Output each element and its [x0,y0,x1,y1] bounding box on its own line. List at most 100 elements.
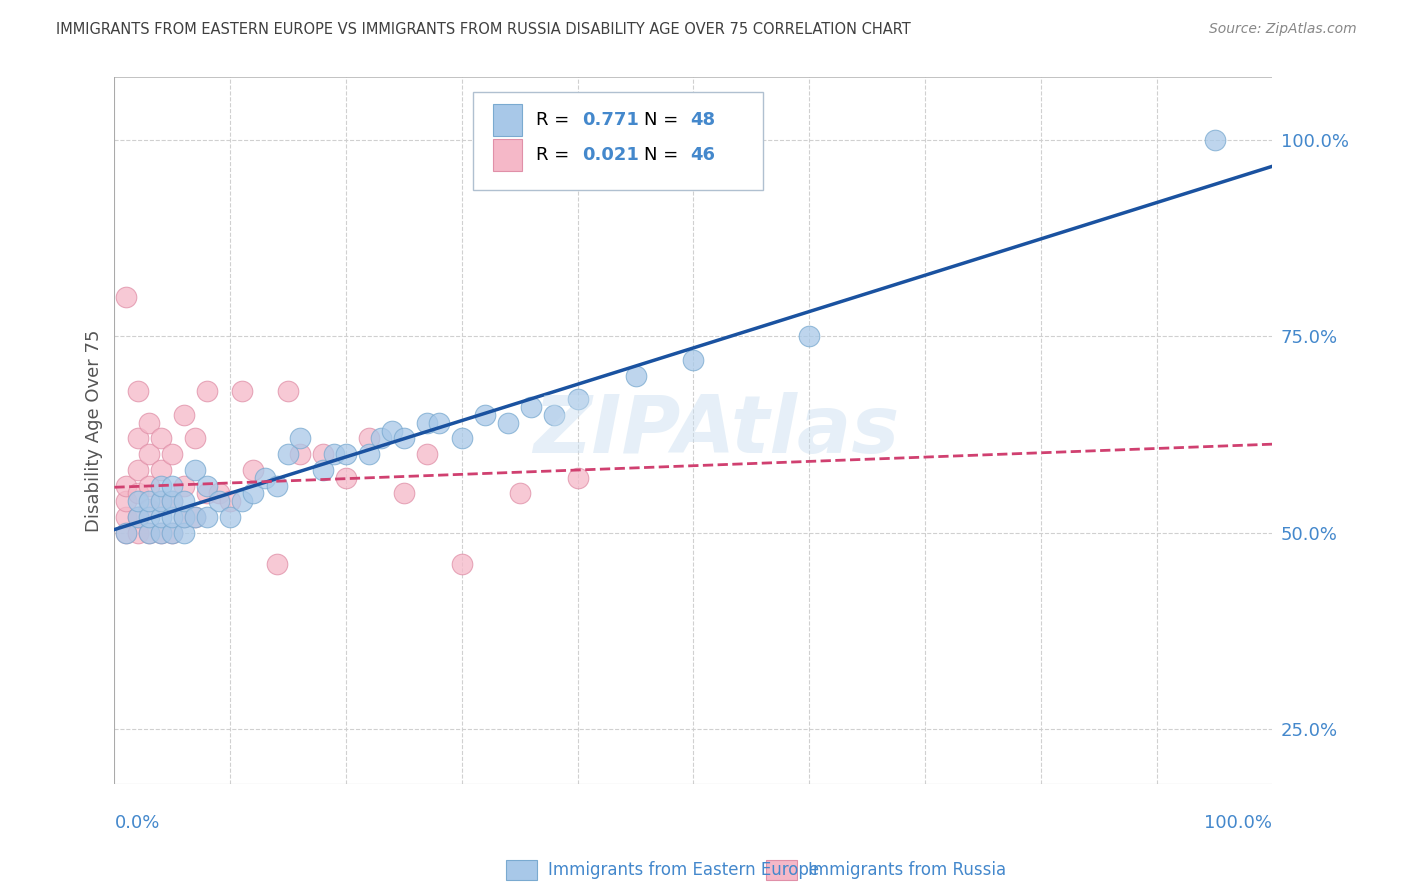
Text: ZIPAtlas: ZIPAtlas [533,392,900,470]
Point [127,384,149,399]
Point [138,502,160,516]
Y-axis label: Disability Age Over 75: Disability Age Over 75 [86,329,103,532]
Text: 0.021: 0.021 [582,146,640,164]
Point [359,447,381,461]
Text: Immigrants from Eastern Europe: Immigrants from Eastern Europe [548,861,820,879]
Text: 0.0%: 0.0% [114,814,160,832]
Point [496,416,519,430]
Point [115,839,138,854]
Point [288,447,311,461]
Point [381,424,404,438]
Point [567,471,589,485]
Bar [494,104,522,136]
Point [231,384,253,399]
Text: 48: 48 [690,111,716,128]
Point [242,486,264,500]
Point [392,432,415,446]
Point [312,463,335,477]
Point [127,494,149,508]
Point [127,463,149,477]
Point [162,494,184,508]
Point [149,510,172,524]
Point [509,486,531,500]
Point [162,447,184,461]
Point [138,494,160,508]
Point [115,478,138,492]
Point [138,525,160,540]
Point [450,432,472,446]
Text: R =: R = [536,111,575,128]
Text: N =: N = [644,146,683,164]
Point [138,510,160,524]
Point [173,408,195,422]
Text: 46: 46 [690,146,716,164]
Point [195,486,218,500]
Point [149,494,172,508]
Point [162,478,184,492]
Point [266,478,288,492]
Point [450,557,472,571]
Point [162,510,184,524]
Point [149,525,172,540]
Point [162,494,184,508]
Point [219,510,242,524]
Point [242,463,264,477]
FancyBboxPatch shape [474,92,763,191]
Text: Source: ZipAtlas.com: Source: ZipAtlas.com [1209,22,1357,37]
Bar [494,139,522,171]
Point [138,525,160,540]
Text: IMMIGRANTS FROM EASTERN EUROPE VS IMMIGRANTS FROM RUSSIA DISABILITY AGE OVER 75 : IMMIGRANTS FROM EASTERN EUROPE VS IMMIGR… [56,22,911,37]
Point [149,494,172,508]
Point [127,486,149,500]
Point [312,447,335,461]
Point [195,510,218,524]
Point [277,384,299,399]
Point [682,353,704,368]
Point [173,494,195,508]
Point [219,494,242,508]
Point [184,510,207,524]
Point [195,384,218,399]
Point [231,494,253,508]
Point [474,408,496,422]
Point [184,432,207,446]
Point [799,329,821,343]
Point [173,510,195,524]
Point [115,525,138,540]
Point [127,432,149,446]
Point [115,510,138,524]
Point [359,432,381,446]
Point [162,525,184,540]
Point [1204,133,1226,147]
Text: N =: N = [644,111,683,128]
Point [253,471,276,485]
Point [115,290,138,304]
Point [520,400,543,414]
Point [543,408,565,422]
Point [115,525,138,540]
Point [173,478,195,492]
Point [115,494,138,508]
Point [138,416,160,430]
Point [162,525,184,540]
Point [392,486,415,500]
Point [149,525,172,540]
Point [184,463,207,477]
Point [416,447,439,461]
Point [173,510,195,524]
Point [427,416,450,430]
Text: 0.771: 0.771 [582,111,640,128]
Point [416,416,439,430]
Point [277,447,299,461]
Point [173,525,195,540]
Point [138,478,160,492]
Point [195,478,218,492]
Point [127,510,149,524]
Point [184,510,207,524]
Point [335,471,357,485]
Text: Immigrants from Russia: Immigrants from Russia [808,861,1007,879]
Point [624,368,647,383]
Text: 100.0%: 100.0% [1205,814,1272,832]
Point [266,557,288,571]
Point [127,510,149,524]
